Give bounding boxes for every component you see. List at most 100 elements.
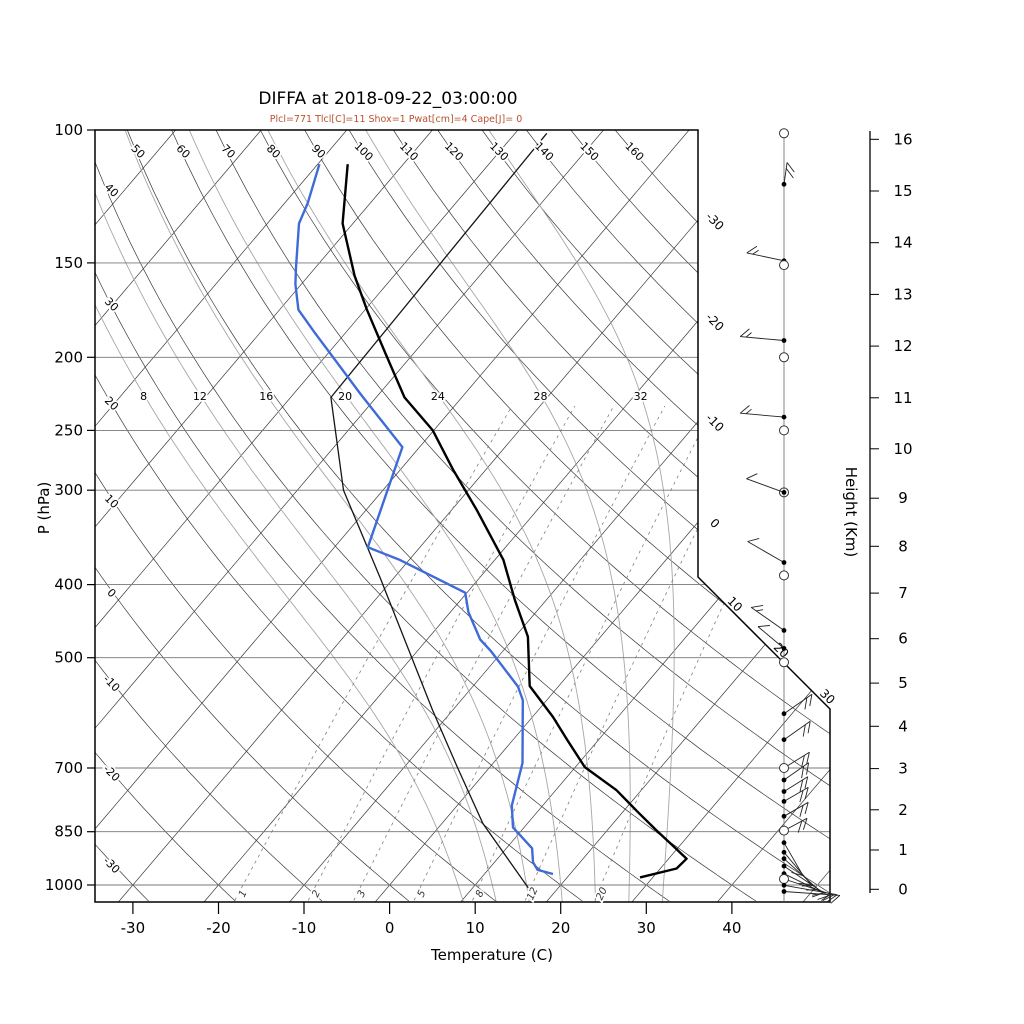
pressure-tick-label: 500 xyxy=(54,649,83,667)
mixing-ratio-family xyxy=(234,405,818,901)
wind-level-dot xyxy=(781,737,787,743)
isotherm-label: -10 xyxy=(703,411,727,435)
moist-adiabat-label: 20 xyxy=(338,390,352,403)
x-axis-label: Temperature (C) xyxy=(431,946,553,964)
wind-level-dot xyxy=(781,889,787,894)
parcel-line xyxy=(330,132,548,889)
wind-barb-column xyxy=(739,128,841,904)
wind-level-dot xyxy=(781,560,787,565)
temperature-tick-label: 10 xyxy=(466,919,485,937)
wind-level-dot xyxy=(781,181,787,187)
plot-area xyxy=(95,130,830,902)
wind-level-circle xyxy=(779,657,789,668)
dry-adiabat-label: 130 xyxy=(487,140,511,164)
temperature-profile xyxy=(341,164,688,879)
wind-level-dot xyxy=(781,856,787,862)
moist-adiabat-label: 12 xyxy=(193,390,207,403)
temperature-tick-label: -10 xyxy=(292,919,317,937)
moist-adiabat-label: 32 xyxy=(634,390,648,403)
height-axis-label: Height (Km) xyxy=(842,466,860,558)
isotherm-label: 30 xyxy=(817,686,838,707)
dry-adiabat-label: 100 xyxy=(352,140,376,164)
pressure-tick-label: 200 xyxy=(54,348,83,366)
wind-level-dot xyxy=(781,711,787,717)
height-tick-label: 16 xyxy=(893,130,912,148)
height-tick-label: 11 xyxy=(893,389,912,407)
dry-adiabat-top-labels: 50 60 70 80 90 100 110 120 130 140 150 160 xyxy=(127,138,649,166)
wind-level-dot xyxy=(781,799,787,804)
mixing-ratio-label: 20 xyxy=(595,886,610,902)
pressure-gridlines xyxy=(95,262,830,886)
wind-level-circle xyxy=(779,763,789,773)
temperature-tick-label: 30 xyxy=(637,919,656,937)
dry-adiabat-family xyxy=(95,130,830,902)
mixing-ratio-label: 3 xyxy=(356,889,369,899)
wind-level-dot xyxy=(781,338,787,343)
temperature-tick-label: -30 xyxy=(121,919,146,937)
mixing-ratio-labels: 1 2 3 5 8 12 20 xyxy=(235,884,611,904)
height-tick-label: 4 xyxy=(898,717,908,735)
isotherm-label: -20 xyxy=(703,310,727,334)
mixing-ratio-label: 1 xyxy=(237,889,250,899)
wind-level-dot xyxy=(781,777,787,783)
dry-adiabat-label: -30 xyxy=(101,854,123,876)
wind-level-dot xyxy=(781,882,787,888)
dry-adiabat-label: 140 xyxy=(532,140,556,164)
wind-level-circle xyxy=(779,260,789,271)
dry-adiabat-label: 70 xyxy=(219,142,238,161)
mixing-ratio-label: 12 xyxy=(525,886,540,902)
pressure-tick-label: 250 xyxy=(54,421,83,439)
pressure-axis-label: P (hPa) xyxy=(35,481,53,535)
pressure-tick-label: 700 xyxy=(54,759,83,777)
height-tick-label: 6 xyxy=(898,630,908,648)
wind-level-circle xyxy=(779,825,789,836)
temperature-tick-label: 20 xyxy=(551,919,570,937)
pressure-axis: 100 150 200 250 300 400 500 700 850 1000 xyxy=(45,121,95,894)
wind-level-dot xyxy=(781,628,787,633)
pressure-tick-label: 100 xyxy=(54,121,83,139)
wind-level-dot xyxy=(781,490,787,495)
mixing-ratio-label: 5 xyxy=(416,889,429,899)
moist-adiabat-label: 28 xyxy=(534,390,548,403)
temperature-axis: -30 -20 -10 0 10 20 30 40 xyxy=(121,902,741,937)
dry-adiabat-label: 120 xyxy=(442,140,466,164)
height-tick-label: 5 xyxy=(898,674,908,692)
dry-adiabat-label: 150 xyxy=(577,140,601,164)
mixing-ratio-label: 2 xyxy=(310,889,323,899)
height-tick-label: 14 xyxy=(893,234,912,252)
dewpoint-profile xyxy=(294,163,554,876)
wind-level-dot xyxy=(781,849,787,855)
height-tick-label: 7 xyxy=(898,584,908,602)
pressure-tick-label: 400 xyxy=(54,576,83,594)
height-tick-label: 15 xyxy=(893,182,912,200)
dry-adiabat-label: 20 xyxy=(102,394,121,413)
dry-adiabat-label: 60 xyxy=(174,142,193,161)
wind-level-dot xyxy=(781,414,787,420)
height-tick-label: 10 xyxy=(893,440,912,458)
height-tick-label: 2 xyxy=(898,801,908,819)
wind-level-circle xyxy=(779,570,789,581)
temperature-tick-label: -20 xyxy=(206,919,231,937)
isotherm-label: 10 xyxy=(725,594,746,615)
wind-level-circle xyxy=(779,352,789,363)
mixing-ratio-label: 8 xyxy=(474,889,487,899)
plot-frame xyxy=(94,129,831,903)
dry-adiabat-label: 40 xyxy=(102,181,121,200)
chart-title: DIFFA at 2018-09-22_03:00:00 xyxy=(258,89,518,109)
isotherm-label: 0 xyxy=(707,516,722,531)
moist-adiabat-label: 24 xyxy=(431,390,445,403)
wind-level-circle xyxy=(779,487,789,498)
height-tick-label: 3 xyxy=(898,760,908,778)
dry-adiabat-label: 90 xyxy=(309,142,328,161)
height-tick-label: 8 xyxy=(898,537,908,555)
isotherm-label: -30 xyxy=(703,209,727,233)
height-tick-label: 12 xyxy=(893,337,912,355)
moist-adiabat-labels: 8 12 16 20 24 28 32 xyxy=(138,388,649,405)
height-tick-label: 13 xyxy=(893,285,912,303)
moist-adiabat-family xyxy=(95,130,675,902)
dry-adiabat-label: 0 xyxy=(104,586,118,600)
